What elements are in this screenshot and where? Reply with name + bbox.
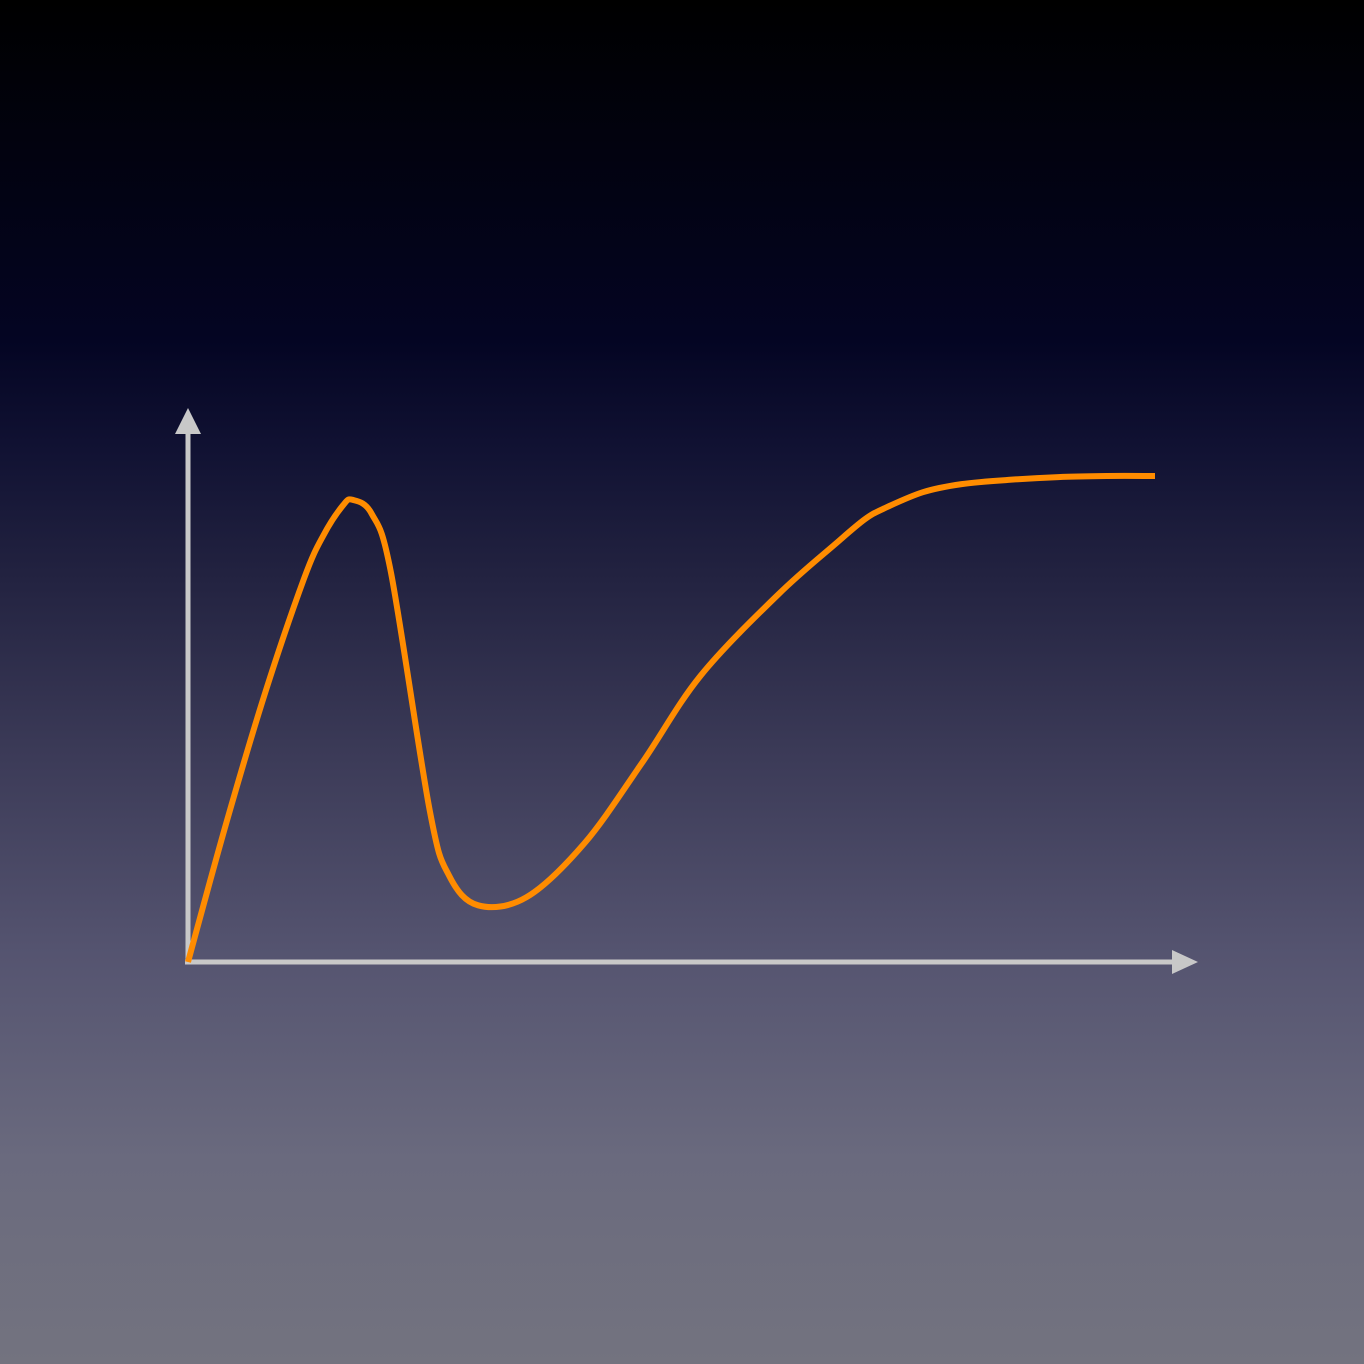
x-axis-arrow-icon [1172, 950, 1198, 974]
axes [175, 408, 1198, 974]
series-layer [185, 472, 1156, 963]
y-axis-arrow-icon [175, 408, 201, 434]
series-line-0 [185, 472, 1156, 963]
